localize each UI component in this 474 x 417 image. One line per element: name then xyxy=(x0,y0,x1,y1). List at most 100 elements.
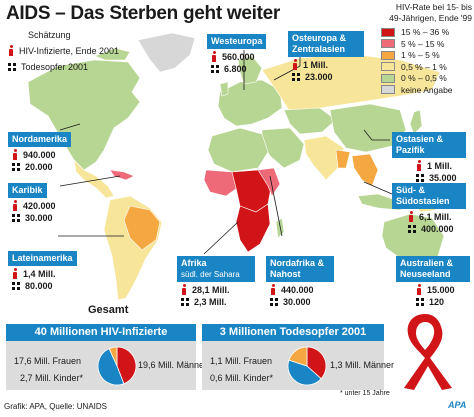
central-america xyxy=(73,159,115,199)
east-africa xyxy=(257,167,281,197)
red-ribbon-icon xyxy=(404,314,452,390)
person-icon xyxy=(211,51,217,62)
japan xyxy=(409,109,423,135)
pie-slice-men xyxy=(97,348,125,386)
summary-deaths-panel: 3 Millionen Todesopfer 2001 1,1 Mill. Fr… xyxy=(202,324,394,390)
region-nordamerika: Nordamerika 940.000 20.000 xyxy=(8,129,72,172)
rate-legend-item: 5 % – 15 % xyxy=(381,39,444,49)
rate-swatch xyxy=(381,85,395,94)
person-icon xyxy=(181,284,187,295)
rate-label: 15 % – 36 % xyxy=(401,27,450,37)
deaths-value: 6.800 xyxy=(224,64,247,74)
deaths-men: 1,3 Mill. Männer xyxy=(330,360,395,370)
summary-hiv-panel: 40 Millionen HIV-Infizierte 17,6 Mill. F… xyxy=(6,324,207,390)
region-deaths: 400.000 xyxy=(408,224,466,234)
uk xyxy=(219,81,229,97)
person-icon xyxy=(292,59,298,70)
southern-africa xyxy=(235,203,271,253)
greenland xyxy=(137,32,196,73)
legend-infected-label: HIV-Infizierte, Ende 2001 xyxy=(19,45,120,56)
region-infected: 420.000 xyxy=(12,200,56,211)
death-squares-icon xyxy=(12,282,20,290)
region-infected: 940.000 xyxy=(12,149,71,160)
death-squares-icon xyxy=(181,298,189,306)
region-australien: Australien & Neuseeland 15.000 120 xyxy=(396,256,470,307)
region-name: Afrika xyxy=(181,258,207,268)
rate-label: 0 % – 0,5 % xyxy=(401,73,447,83)
middle-east xyxy=(261,127,305,169)
region-infected: 560.000 xyxy=(211,51,266,62)
person-icon xyxy=(416,160,422,171)
person-icon xyxy=(12,149,18,160)
rate-label: 1 % – 5 % xyxy=(401,50,440,60)
summary-label: Gesamt xyxy=(88,304,129,316)
apa-logo: APA xyxy=(448,400,467,410)
pie-slice-children xyxy=(288,346,308,367)
rate-legend-item: 15 % – 36 % xyxy=(381,27,449,37)
death-squares-icon xyxy=(270,298,278,306)
rate-label: keine Angabe xyxy=(401,84,453,95)
source-credit: Grafik: APA, Quelle: UNAIDS xyxy=(4,402,107,411)
infected-value: 1 Mill. xyxy=(427,160,453,171)
infected-value: 6,1 Mill. xyxy=(419,211,452,222)
summary-deaths-title: 3 Millionen Todesopfer 2001 xyxy=(202,324,384,341)
region-label: Afrika südl. der Sahara xyxy=(177,256,255,282)
southeast-asia xyxy=(351,153,379,187)
death-squares-icon xyxy=(8,63,16,71)
south-asia xyxy=(303,135,345,181)
rate-label: 0,5 % – 1 % xyxy=(401,61,447,72)
region-label: Karibik xyxy=(8,183,47,198)
region-karibik: Karibik 420.000 30.000 xyxy=(8,180,56,223)
deaths-value: 80.000 xyxy=(25,281,53,291)
infected-value: 1,4 Mill. xyxy=(23,268,56,279)
region-deaths: 30.000 xyxy=(270,297,334,307)
death-squares-icon xyxy=(12,214,20,222)
deaths-women: 1,1 Mill. Frauen xyxy=(210,356,273,366)
deaths-value: 2,3 Mill. xyxy=(194,297,227,307)
death-squares-icon xyxy=(416,174,424,182)
death-squares-icon xyxy=(292,73,300,81)
deaths-pie-chart xyxy=(287,346,327,386)
rate-swatch xyxy=(381,50,395,60)
region-infected: 15.000 xyxy=(416,284,470,295)
rate-legend-item: 1 % – 5 % xyxy=(381,50,440,60)
rate-swatch xyxy=(381,62,395,71)
india-east xyxy=(335,149,351,169)
infected-value: 15.000 xyxy=(427,284,455,295)
deaths-value: 30.000 xyxy=(283,297,311,307)
infected-value: 560.000 xyxy=(222,51,255,62)
rate-swatch xyxy=(381,73,395,83)
death-squares-icon xyxy=(416,298,424,306)
death-squares-icon xyxy=(408,225,416,233)
region-label: Lateinamerika xyxy=(8,251,77,266)
region-infected: 28,1 Mill. xyxy=(181,284,255,295)
infected-value: 28,1 Mill. xyxy=(192,284,230,295)
person-icon xyxy=(12,200,18,211)
region-deaths: 35.000 xyxy=(416,173,466,183)
region-nordafrika: Nordafrika & Nahost 440.000 30.000 xyxy=(266,256,334,307)
region-deaths: 120 xyxy=(416,297,470,307)
deaths-value: 23.000 xyxy=(305,72,333,82)
infected-value: 440.000 xyxy=(281,284,314,295)
region-afrika: Afrika südl. der Sahara 28,1 Mill. 2,3 M… xyxy=(177,256,255,307)
person-icon xyxy=(408,211,414,222)
region-osteuropa: Osteuropa & Zentralasien 1 Mill. 23.000 xyxy=(288,31,364,82)
pie-slice-men xyxy=(287,359,322,386)
region-deaths: 80.000 xyxy=(12,281,77,291)
deaths-value: 120 xyxy=(429,297,445,307)
legend-deaths: Todesopfer 2001 xyxy=(8,62,88,72)
central-asia xyxy=(283,107,337,135)
deaths-children: 0,6 Mill. Kinder* xyxy=(210,373,274,383)
death-squares-icon xyxy=(211,65,219,73)
brazil xyxy=(123,205,161,251)
region-subname: südl. der Sahara xyxy=(181,270,240,279)
pie-slice-women xyxy=(116,346,137,385)
footnote: * unter 15 Jahre xyxy=(340,390,390,397)
region-label: Westeuropa xyxy=(207,34,267,49)
region-infected: 1 Mill. xyxy=(292,59,364,70)
region-deaths: 6.800 xyxy=(211,64,266,74)
estimate-note: Schätzung xyxy=(28,30,71,40)
legend-deaths-label: Todesopfer 2001 xyxy=(21,62,89,72)
rate-legend-title: HIV-Rate bei 15- bis 49-Jährigen, Ende '… xyxy=(389,2,472,23)
region-infected: 1,4 Mill. xyxy=(12,268,77,279)
